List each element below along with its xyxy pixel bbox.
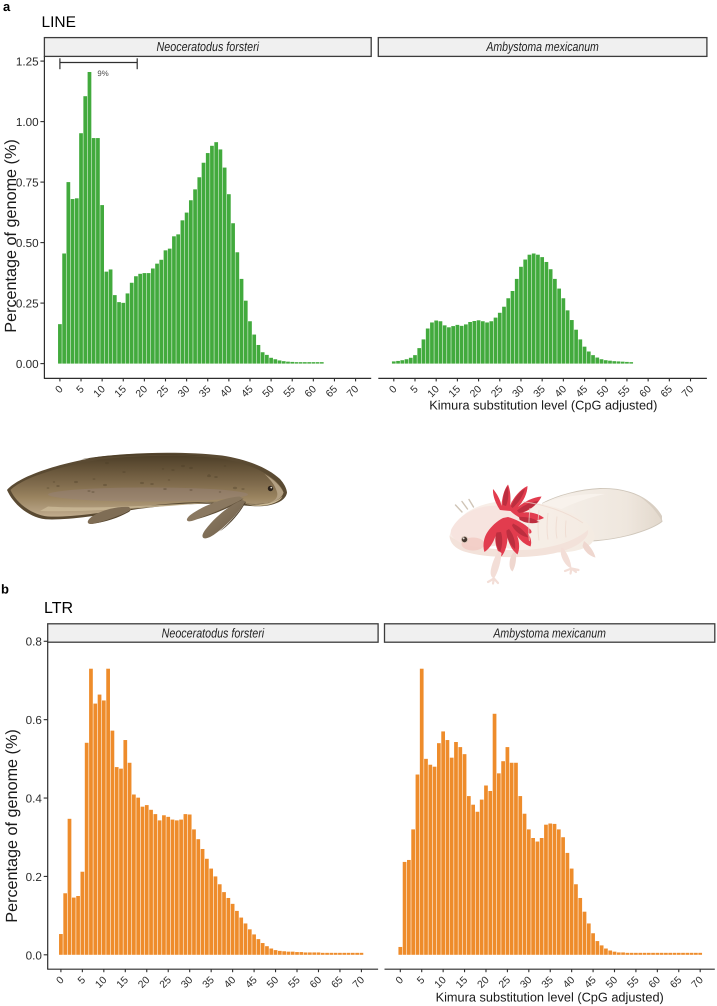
svg-text:a: a: [3, 0, 11, 14]
svg-text:LTR: LTR: [44, 600, 73, 617]
svg-text:Ambystoma mexicanum: Ambystoma mexicanum: [486, 39, 599, 54]
svg-text:1.00: 1.00: [16, 116, 39, 129]
svg-text:Neoceratodus forsteri: Neoceratodus forsteri: [157, 39, 260, 54]
svg-text:Neoceratodus forsteri: Neoceratodus forsteri: [162, 625, 265, 640]
svg-text:b: b: [1, 582, 9, 597]
svg-text:9%: 9%: [97, 69, 108, 78]
svg-text:0.75: 0.75: [16, 177, 39, 190]
svg-text:0.50: 0.50: [16, 237, 39, 250]
svg-text:1.25: 1.25: [16, 56, 39, 69]
svg-text:0.25: 0.25: [16, 298, 39, 311]
svg-text:0.4: 0.4: [26, 792, 43, 805]
svg-text:Percentage of genome (%): Percentage of genome (%): [2, 139, 20, 332]
svg-text:0.6: 0.6: [26, 714, 42, 727]
svg-text:0.8: 0.8: [26, 636, 42, 649]
svg-text:LINE: LINE: [42, 14, 76, 31]
svg-text:0.2: 0.2: [26, 871, 42, 884]
svg-text:Kimura substitution level (CpG: Kimura substitution level (CpG adjusted): [436, 990, 664, 1005]
svg-text:0.00: 0.00: [16, 358, 39, 371]
svg-text:Ambystoma mexicanum: Ambystoma mexicanum: [493, 625, 606, 640]
svg-text:0.0: 0.0: [26, 949, 43, 962]
svg-text:Percentage of genome (%): Percentage of genome (%): [3, 729, 21, 922]
svg-text:Kimura substitution level (CpG: Kimura substitution level (CpG adjusted): [429, 398, 657, 413]
